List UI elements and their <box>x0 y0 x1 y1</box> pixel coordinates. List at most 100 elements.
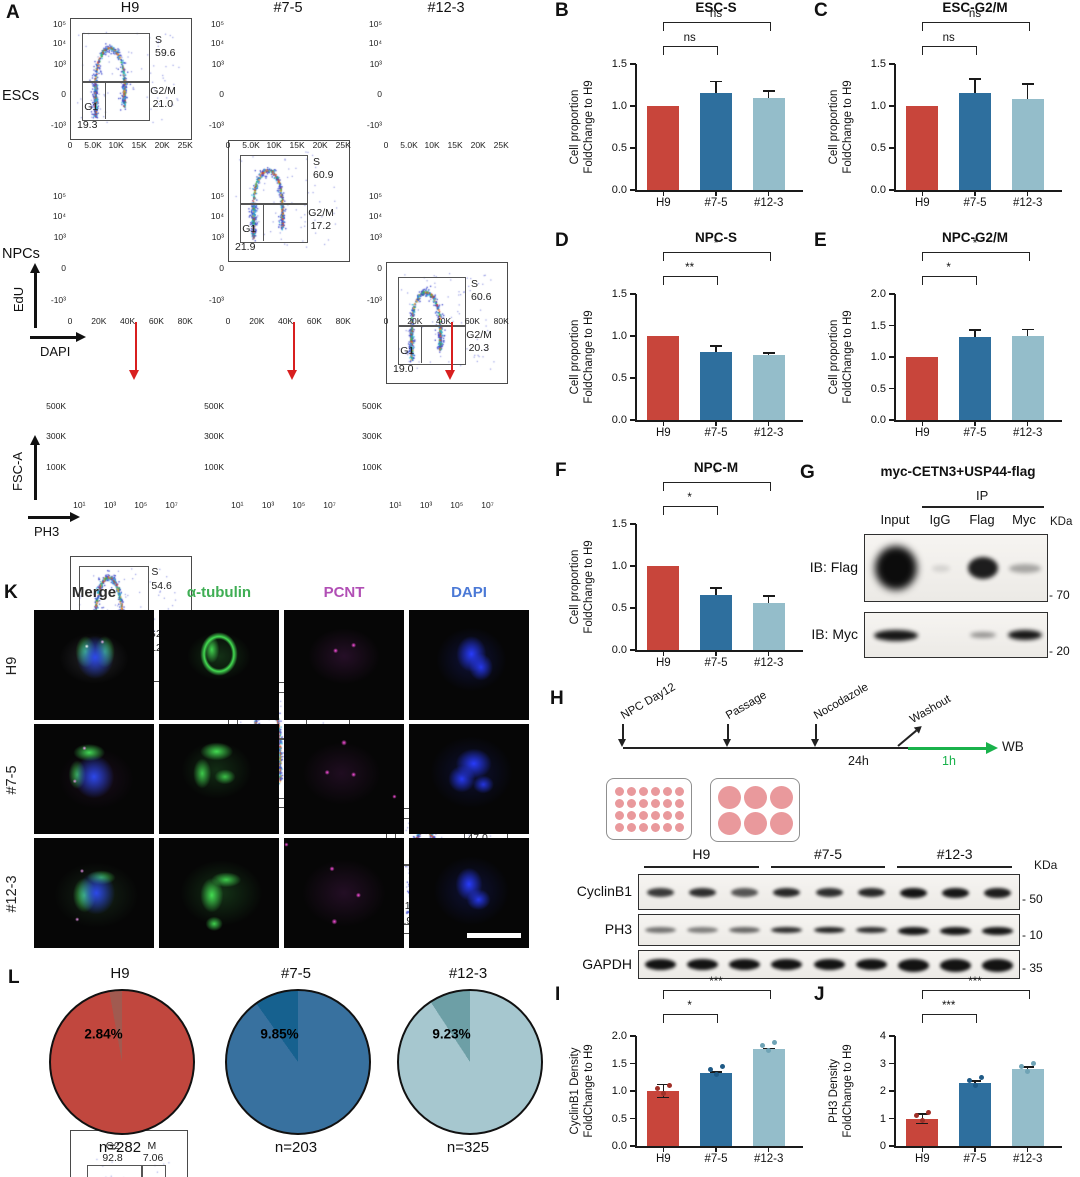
microscopy-image-pcnt <box>284 610 404 720</box>
microscopy-column-header: α-tubulin <box>186 584 252 601</box>
chart-title: NPC-S <box>694 230 738 245</box>
y-tick-label: 0.0 <box>870 184 886 196</box>
flow-x-tick: 10⁵ <box>450 500 464 510</box>
timeline-green-line <box>908 747 986 750</box>
error-bar-cap <box>969 78 981 80</box>
error-bar-stem <box>921 1113 924 1123</box>
flow-y-tick: 10⁴ <box>52 38 66 49</box>
flow-x-tick: 25K <box>177 140 193 150</box>
plate-well <box>626 786 636 796</box>
x-tick-mark <box>974 422 976 426</box>
category-label: H9 <box>655 1153 671 1165</box>
gate-rect <box>140 1164 166 1177</box>
category-label: H9 <box>914 1153 930 1165</box>
y-axis <box>894 64 897 192</box>
y-tick-label: 1.5 <box>611 288 627 300</box>
flow-x-tick: 60K <box>306 316 322 326</box>
sig-bracket <box>663 46 718 55</box>
y-tick-label: 1.5 <box>870 319 886 332</box>
flow-x-tick: 25K <box>493 140 509 150</box>
sig-bracket <box>663 22 771 31</box>
plate-well <box>650 810 660 820</box>
x-tick-mark <box>974 192 976 196</box>
flow-x-tick: 10K <box>266 140 282 150</box>
panel-letter-f: F <box>555 460 567 481</box>
y-tick-label: 0.0 <box>611 414 627 426</box>
group-overline <box>897 866 1012 868</box>
y-tick-mark <box>630 105 636 107</box>
blot-band <box>942 887 970 898</box>
flow-scatter-canvas <box>229 141 349 261</box>
lane-label: IgG <box>929 512 951 527</box>
event-arrow-stem <box>727 724 729 740</box>
event-arrow-head <box>722 739 731 747</box>
y-tick-mark <box>630 63 636 65</box>
blot-row-label: IB: Flag <box>809 559 858 575</box>
panel-letter-d: D <box>555 230 569 251</box>
blot-band <box>857 887 885 897</box>
data-point <box>1019 1063 1025 1069</box>
kda-marker: - 10 <box>1022 928 1043 942</box>
blot-band <box>897 959 929 972</box>
wb-label: WB <box>1002 739 1024 754</box>
gate-label: M <box>147 1140 157 1153</box>
flow-x-tick: 60K <box>148 316 164 326</box>
plate-well <box>662 798 672 808</box>
plate-well <box>662 822 672 832</box>
y-tick-label: 0.5 <box>611 1112 627 1125</box>
pie-n-count: n=282 <box>98 1139 142 1156</box>
duration-1h: 1h <box>942 754 956 768</box>
category-label: #7-5 <box>963 1153 987 1165</box>
flow-x-tick: 60K <box>464 316 480 326</box>
blot-band <box>874 629 918 641</box>
category-label: H9 <box>655 427 671 439</box>
plate-well <box>638 822 648 832</box>
pie-circle: 2.84% <box>49 989 195 1135</box>
red-down-arrow-stem <box>134 322 138 370</box>
flow-scatter-canvas <box>71 1131 187 1177</box>
flow-x-ticks: 10¹ 10³ 10⁵ 10⁷ <box>386 498 502 511</box>
bar-chart-npc-m: NPC-M 0.0 0.5 1.0 1.5 Cell proportion FoldChan… <box>553 460 808 685</box>
blot-strip <box>638 950 1020 979</box>
event-arrow-head <box>810 739 819 747</box>
x-tick-mark <box>715 192 717 196</box>
y-tick-label: 1.0 <box>611 330 627 342</box>
sig-label: *** <box>968 976 982 988</box>
blot-row-label: PH3 <box>604 921 632 937</box>
sig-label: ns <box>683 32 696 44</box>
div: FoldChange to H9 <box>583 540 595 634</box>
bar <box>752 1048 785 1146</box>
flow-x-ticks: 0 5.0K 10K 15K 20K 25K <box>384 138 509 151</box>
flow-x-tick: 20K <box>249 316 265 326</box>
blot-title: myc-CETN3+USP44-flag <box>880 464 1036 479</box>
microscopy-row-label: #12-3 <box>4 875 20 913</box>
event-arrow-stem <box>815 724 817 740</box>
category-label: #12-3 <box>1012 427 1043 439</box>
red-down-arrow-stem <box>292 322 296 370</box>
kda-marker: - 35 <box>1022 961 1043 975</box>
y-tick-label: 0.5 <box>611 372 627 384</box>
timeline-event-label: NPC Day12 <box>619 681 678 722</box>
error-bar-stem <box>715 80 717 94</box>
bar <box>1011 335 1044 420</box>
x-tick-mark <box>1026 1148 1029 1152</box>
category-label: #12-3 <box>753 197 784 209</box>
gate-label: S <box>313 155 321 168</box>
sig-bracket <box>922 990 1030 999</box>
bar <box>1011 1069 1044 1146</box>
flow-x-tick: 10K <box>108 140 124 150</box>
sig-bracket <box>922 46 977 55</box>
y-axis-name: EdU <box>11 286 27 313</box>
flow-x-tick: 0 <box>225 140 231 150</box>
microscopy-image-merge <box>34 838 154 948</box>
category-label: H9 <box>914 427 930 439</box>
blot-band <box>731 887 759 897</box>
bar <box>752 355 785 420</box>
data-point <box>978 1074 984 1080</box>
flow-y-tick: 10⁵ <box>369 19 382 29</box>
flow-y-tick: -10³ <box>208 119 224 130</box>
timeline-event-label: Nocodazole <box>812 681 871 722</box>
div: Cell proportion <box>569 319 582 395</box>
microscopy-image-tub <box>159 838 279 948</box>
blot-strip <box>864 534 1048 602</box>
